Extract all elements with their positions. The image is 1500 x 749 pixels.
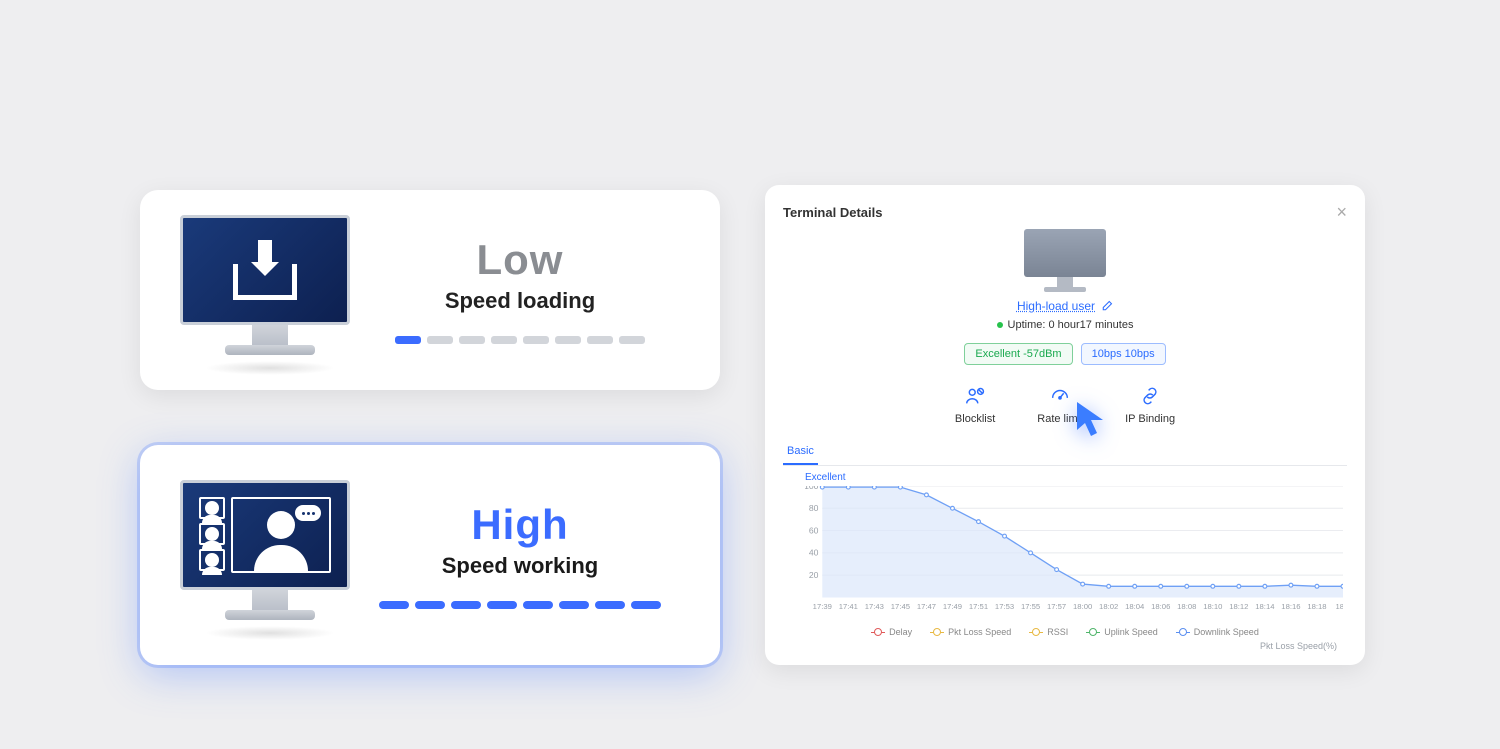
panel-title: Terminal Details — [783, 205, 882, 220]
close-icon[interactable]: × — [1336, 203, 1347, 221]
high-title: High — [360, 501, 680, 549]
svg-text:18:00: 18:00 — [1073, 602, 1092, 611]
chart-legend: DelayPkt Loss SpeedRSSIUplink SpeedDownl… — [783, 627, 1347, 637]
signal-chip: Excellent -57dBm — [964, 343, 1072, 365]
blocklist-icon — [964, 385, 986, 407]
low-progress-bar — [360, 336, 680, 344]
svg-text:17:39: 17:39 — [813, 602, 832, 611]
ipbinding-icon — [1139, 385, 1161, 407]
svg-text:80: 80 — [809, 503, 819, 513]
svg-text:17:55: 17:55 — [1021, 602, 1040, 611]
low-subtitle: Speed loading — [360, 288, 680, 314]
tab-basic[interactable]: Basic — [783, 439, 818, 465]
svg-text:18:2: 18:2 — [1336, 602, 1343, 611]
svg-text:100: 100 — [805, 486, 819, 491]
high-subtitle: Speed working — [360, 553, 680, 579]
svg-text:17:53: 17:53 — [995, 602, 1014, 611]
terminal-details-panel: Terminal Details × High-load user Uptime… — [765, 185, 1365, 665]
ratelimit-button[interactable]: Rate limit — [1037, 385, 1083, 425]
svg-text:17:51: 17:51 — [969, 602, 988, 611]
ipbinding-button[interactable]: IP Binding — [1125, 385, 1175, 425]
tab-bar: Basic — [783, 439, 1347, 466]
svg-text:60: 60 — [809, 525, 819, 535]
svg-text:17:49: 17:49 — [943, 602, 962, 611]
uptime-text: Uptime: 0 hour17 minutes — [997, 319, 1134, 331]
svg-text:17:43: 17:43 — [865, 602, 884, 611]
svg-text:18:02: 18:02 — [1099, 602, 1118, 611]
svg-text:18:18: 18:18 — [1307, 602, 1326, 611]
svg-text:17:45: 17:45 — [891, 602, 910, 611]
edit-icon[interactable] — [1101, 300, 1113, 312]
high-progress-bar — [360, 601, 680, 609]
svg-text:40: 40 — [809, 548, 819, 558]
status-dot — [997, 322, 1003, 328]
blocklist-button[interactable]: Blocklist — [955, 385, 995, 425]
blocklist-label: Blocklist — [955, 413, 995, 425]
chart-quality-label: Excellent — [805, 472, 846, 483]
ratelimit-icon — [1049, 385, 1071, 407]
svg-text:17:41: 17:41 — [839, 602, 858, 611]
ratelimit-label: Rate limit — [1037, 413, 1083, 425]
card-high-speed: High Speed working — [140, 445, 720, 665]
chart-area: 100 80 60 40 20 17:39 17:41 17:43 17:45 17:47 17:4… — [805, 486, 1343, 611]
monitor-download-icon — [180, 215, 360, 365]
device-icon — [1024, 229, 1106, 293]
device-name-link[interactable]: High-load user — [1017, 299, 1095, 313]
svg-text:18:12: 18:12 — [1229, 602, 1248, 611]
svg-text:17:47: 17:47 — [917, 602, 936, 611]
svg-text:18:08: 18:08 — [1177, 602, 1196, 611]
card-low-speed: Low Speed loading — [140, 190, 720, 390]
svg-text:18:04: 18:04 — [1125, 602, 1145, 611]
monitor-videoconf-icon — [180, 480, 360, 630]
svg-text:18:10: 18:10 — [1203, 602, 1222, 611]
ipbinding-label: IP Binding — [1125, 413, 1175, 425]
low-title: Low — [360, 236, 680, 284]
svg-text:18:14: 18:14 — [1255, 602, 1275, 611]
svg-text:18:16: 18:16 — [1281, 602, 1300, 611]
svg-text:17:57: 17:57 — [1047, 602, 1066, 611]
svg-text:18:06: 18:06 — [1151, 602, 1170, 611]
chart-footer: Pkt Loss Speed(%) — [1260, 641, 1337, 651]
svg-text:20: 20 — [809, 570, 819, 580]
speed-chip: 10bps 10bps — [1081, 343, 1166, 365]
